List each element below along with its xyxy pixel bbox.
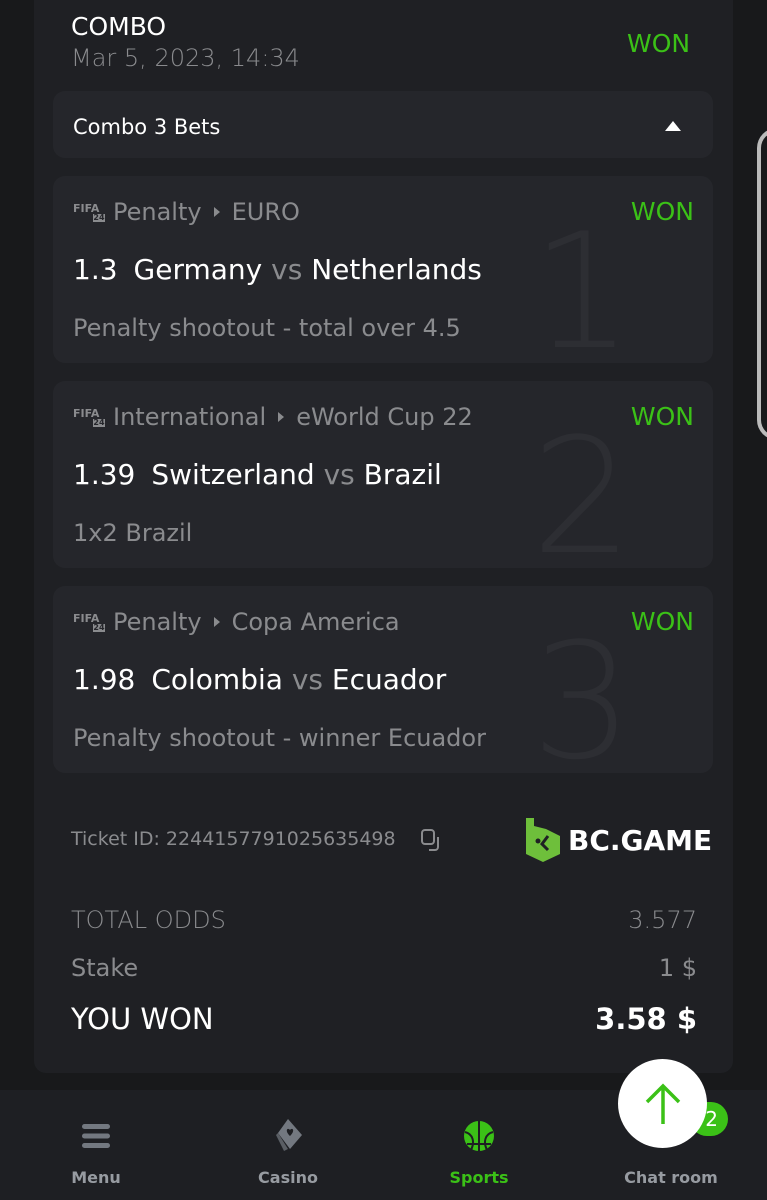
nav-casino[interactable]: Casino (193, 1090, 383, 1200)
copy-icon[interactable] (420, 828, 444, 852)
nav-sports[interactable]: Sports (384, 1090, 574, 1200)
away-team: Brazil (363, 458, 442, 491)
won-label: YOU WON (71, 1002, 214, 1036)
leg-league: EURO (231, 198, 300, 226)
leg-odds: 1.39 (73, 458, 136, 491)
menu-icon (82, 1124, 110, 1148)
ticket-id: Ticket ID: 2244157791025635498 (71, 828, 396, 850)
leg-match: 1.3 Germany vs Netherlands (73, 253, 482, 286)
leg-match: 1.98 Colombia vs Ecuador (73, 663, 446, 696)
nav-label: Chat room (624, 1168, 718, 1187)
leg-number: 2 (531, 403, 633, 569)
ticket-status: WON (627, 29, 691, 58)
leg-market: Penalty shootout - total over 4.5 (73, 314, 461, 342)
basketball-icon (464, 1121, 494, 1151)
leg-league: eWorld Cup 22 (296, 403, 473, 431)
nav-menu[interactable]: Menu (1, 1090, 191, 1200)
cards-icon (276, 1119, 302, 1151)
caret-up-icon (665, 121, 681, 131)
bc-game-logo: BC.GAME (526, 818, 712, 862)
fifa-24-icon: FIFA 24 (73, 406, 105, 427)
total-odds-row: TOTAL ODDS 3.577 (71, 906, 697, 934)
combo-toggle[interactable]: Combo 3 Bets (53, 91, 713, 158)
leg-meta: FIFA 24 International eWorld Cup 22 (73, 403, 473, 431)
scroll-to-top-button[interactable] (618, 1059, 707, 1148)
bet-leg-card: 2 FIFA 24 International eWorld Cup 22 WON 1… (53, 381, 713, 568)
stake-value: 1 $ (658, 954, 697, 982)
leg-status: WON (630, 607, 694, 636)
leg-match: 1.39 Switzerland vs Brazil (73, 458, 442, 491)
vs-label: vs (291, 663, 323, 696)
leg-league: Copa America (231, 608, 400, 636)
leg-category: International (113, 403, 267, 431)
brand-name: BC.GAME (568, 823, 713, 857)
vs-label: vs (323, 458, 355, 491)
bet-leg-card: 1 FIFA 24 Penalty EURO WON 1.3 Germany vs Ne… (53, 176, 713, 363)
stake-label: Stake (71, 954, 139, 982)
leg-status: WON (630, 402, 694, 431)
nav-label: Casino (258, 1168, 318, 1187)
leg-odds: 1.98 (73, 663, 136, 696)
bet-leg-card: 3 FIFA 24 Penalty Copa America WON 1.98 Colo… (53, 586, 713, 773)
leg-number: 1 (531, 198, 633, 364)
home-team: Switzerland (151, 458, 315, 491)
bc-game-logo-icon (526, 818, 560, 862)
won-value: 3.58 $ (595, 1002, 697, 1036)
nav-chat-room[interactable]: Chat room (576, 1090, 766, 1200)
stake-row: Stake 1 $ (71, 954, 697, 982)
caret-right-icon (278, 412, 285, 422)
combo-label: Combo 3 Bets (73, 115, 221, 139)
leg-status: WON (630, 197, 694, 226)
bet-type-title: COMBO (71, 12, 167, 41)
leg-meta: FIFA 24 Penalty Copa America (73, 608, 400, 636)
caret-right-icon (213, 207, 220, 217)
caret-right-icon (213, 617, 220, 627)
nav-label: Menu (71, 1168, 121, 1187)
won-row: YOU WON 3.58 $ (71, 1002, 697, 1036)
total-odds-label: TOTAL ODDS (71, 906, 226, 934)
leg-category: Penalty (113, 198, 202, 226)
leg-market: Penalty shootout - winner Ecuador (73, 724, 486, 752)
leg-market: 1x2 Brazil (73, 519, 193, 547)
leg-meta: FIFA 24 Penalty EURO (73, 198, 300, 226)
bet-date: Mar 5, 2023, 14:34 (71, 44, 300, 72)
nav-label: Sports (449, 1168, 509, 1187)
leg-category: Penalty (113, 608, 202, 636)
leg-odds: 1.3 (73, 253, 118, 286)
fifa-24-icon: FIFA 24 (73, 201, 105, 222)
side-panel-handle[interactable] (757, 128, 767, 440)
vs-label: vs (271, 253, 303, 286)
home-team: Colombia (151, 663, 283, 696)
away-team: Netherlands (311, 253, 482, 286)
total-odds-value: 3.577 (628, 906, 697, 934)
home-team: Germany (133, 253, 263, 286)
arrow-up-icon (645, 1083, 680, 1124)
leg-number: 3 (531, 608, 633, 774)
away-team: Ecuador (331, 663, 447, 696)
fifa-24-icon: FIFA 24 (73, 611, 105, 632)
